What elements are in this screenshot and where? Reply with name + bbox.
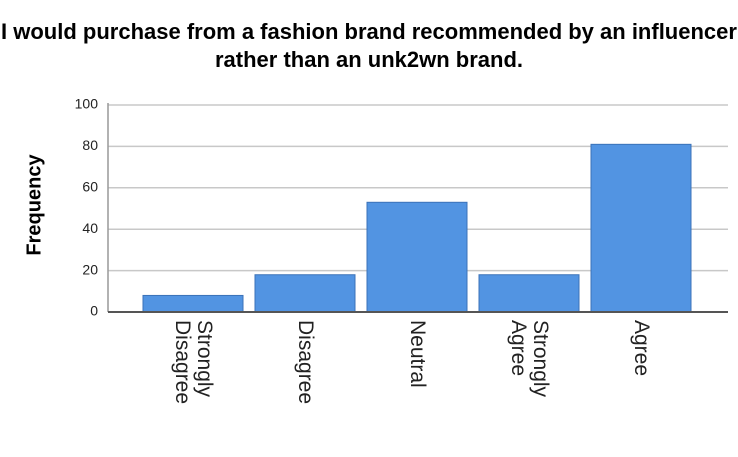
x-tick-label: Agree [630, 320, 653, 376]
x-tick-label: Strongly Agree [507, 320, 552, 403]
x-tick-label: Disagree [294, 320, 317, 404]
y-tick-label: 60 [82, 179, 98, 195]
bar [366, 201, 468, 313]
y-tick-label: 40 [82, 220, 98, 236]
bar [142, 294, 244, 313]
y-tick-label: 80 [82, 137, 98, 153]
bar [478, 274, 580, 313]
x-tick-label: Strongly Disagree [171, 320, 216, 404]
y-axis-label: Frequency [23, 154, 45, 256]
y-tick-label: 0 [90, 303, 98, 319]
y-tick-label: 100 [75, 96, 99, 112]
y-tick-label: 20 [82, 261, 98, 277]
x-tick-label: Neutral [406, 320, 429, 388]
chart-title: I would purchase from a fashion brand re… [1, 19, 737, 72]
bar [254, 274, 356, 313]
bar [590, 143, 692, 313]
